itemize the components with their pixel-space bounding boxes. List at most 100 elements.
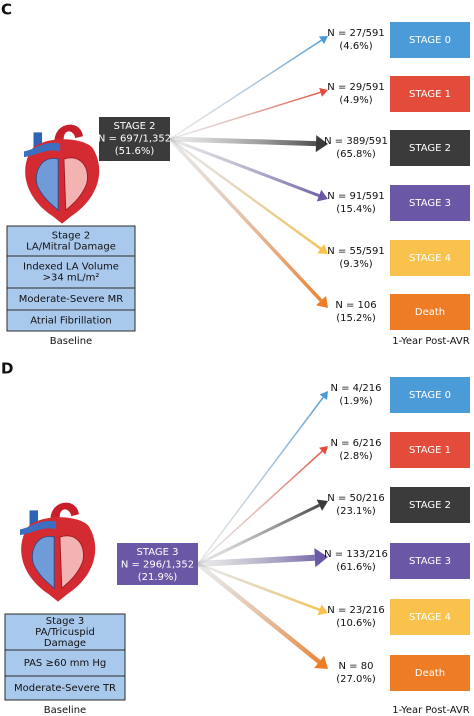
arrow-shaft [197,396,324,565]
arrow-shaft [169,91,321,140]
heart-body [25,139,100,224]
stage-box [390,543,470,579]
source-text: N = 697/1,352 [98,134,171,145]
stage-label: Death [415,668,445,679]
stage-label: STAGE 4 [409,253,451,264]
stage-label: STAGE 3 [409,556,451,567]
criteria-box [4,613,126,651]
criteria-text: PA/Tricuspid [35,627,95,638]
arrow-head [314,548,328,568]
arrow-shaft [168,137,323,302]
post-label: 1-Year Post-AVR [392,336,469,347]
pulmonary [23,142,61,158]
outcome-percent: (2.8%) [339,451,372,462]
criteria-box [6,309,136,332]
heart-illustration [23,124,100,224]
arrow-shaft [169,137,320,197]
outcome-percent: (15.4%) [336,204,376,215]
arrow-shaft [196,562,321,664]
outcome-count: N = 29/591 [327,82,384,93]
arrow-head [317,604,328,616]
arrow-head [319,446,328,455]
arrow-head [318,36,328,45]
outcome-percent: (4.6%) [339,41,372,52]
left-chamber [63,157,88,212]
post-label: 1-Year Post-AVR [392,705,469,716]
arrow-head [314,655,328,669]
source-box [117,543,198,585]
arrow-shaft [197,450,323,565]
criteria-text: Damage [44,638,86,649]
arrow-head [316,499,328,511]
source-text: (51.6%) [115,146,155,157]
stage-label: STAGE 3 [409,198,451,209]
arrow-head [315,135,328,153]
outcome-count: N = 106 [335,300,376,311]
outcome-percent: (9.3%) [339,259,372,270]
outcome-percent: (4.9%) [339,95,372,106]
aorta [50,502,79,520]
right-chamber [35,158,59,212]
arrow-head [319,391,328,401]
source-text: STAGE 2 [114,121,156,132]
stage-box [390,432,470,468]
stage-label: STAGE 2 [409,143,451,154]
criteria-text: >34 mL/m² [43,273,100,284]
stage-box [390,22,470,58]
pulmonary [19,520,57,536]
criteria-text: Moderate-Severe TR [14,683,116,694]
stage-label: STAGE 0 [409,390,451,401]
outcome-percent: (27.0%) [336,674,376,685]
outcome-percent: (15.2%) [336,313,376,324]
arrow-shaft [169,136,317,147]
left-chamber [59,535,84,590]
source-text: N = 296/1,352 [121,560,194,571]
criteria-box [4,649,126,677]
baseline-label: Baseline [50,336,92,347]
stage-label: Death [415,307,445,318]
outcome-count: N = 50/216 [327,493,384,504]
stage-box [390,76,470,112]
arrow-shaft [169,39,322,140]
stage-box [390,294,470,330]
heart-illustration [19,502,96,602]
stage-box [390,487,470,523]
stage-label: STAGE 1 [409,445,451,456]
arrow-shaft [169,137,322,250]
outcome-percent: (23.1%) [336,506,376,517]
criteria-text: Indexed LA Volume [23,262,119,273]
criteria-text: PAS ≥60 mm Hg [24,658,107,669]
stage-label: STAGE 2 [409,500,451,511]
stage-box [390,599,470,635]
criteria-text: Stage 3 [46,616,84,627]
stage-box [390,377,470,413]
stage-label: STAGE 0 [409,35,451,46]
criteria-text: Stage 2 [52,231,90,242]
source-text: (21.9%) [138,572,178,583]
outcome-percent: (65.8%) [336,149,376,160]
criteria-text: Atrial Fibrillation [30,316,111,327]
source-box [99,117,170,161]
arrow-head [317,244,328,254]
stage-label: STAGE 1 [409,89,451,100]
outcome-count: N = 133/216 [324,549,388,560]
outcome-count: N = 23/216 [327,605,384,616]
stage-box [390,185,470,221]
aorta [54,124,83,142]
right-chamber [31,536,55,590]
arrow-shaft [197,554,315,567]
outcome-count: N = 80 [339,661,374,672]
outcome-count: N = 389/591 [324,136,388,147]
outcome-count: N = 4/216 [330,383,381,394]
criteria-box [6,255,136,289]
arrow-shaft [197,503,321,566]
arrow-head [319,87,328,97]
outcome-count: N = 91/591 [327,191,384,202]
panel-letter: D [1,360,13,378]
source-text: STAGE 3 [137,547,179,558]
outcome-percent: (1.9%) [339,396,372,407]
heart-body [21,517,96,602]
outcome-count: N = 27/591 [327,28,384,39]
